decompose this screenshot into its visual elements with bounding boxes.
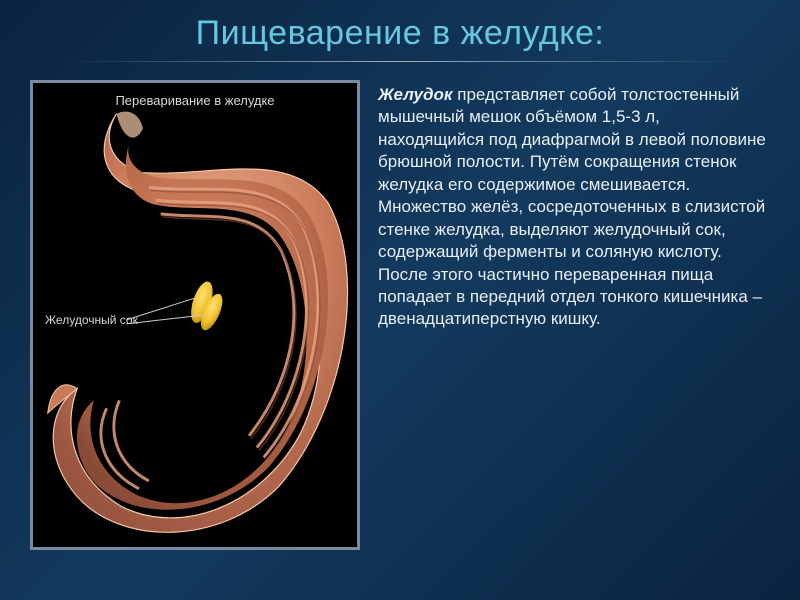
esophagus: [116, 112, 143, 138]
stomach-figure: Переваривание в желудке: [30, 80, 360, 550]
juice-label: Желудочный сок: [45, 313, 138, 327]
slide-title: Пищеварение в желудке:: [0, 0, 800, 61]
content-row: Переваривание в желудке: [0, 70, 800, 550]
paragraph-text: представляет собой толстостенный мышечны…: [378, 85, 766, 328]
title-underline: [60, 61, 740, 62]
lead-word: Желудок: [378, 85, 453, 104]
body-paragraph: Желудок представляет собой толстостенный…: [378, 80, 770, 550]
